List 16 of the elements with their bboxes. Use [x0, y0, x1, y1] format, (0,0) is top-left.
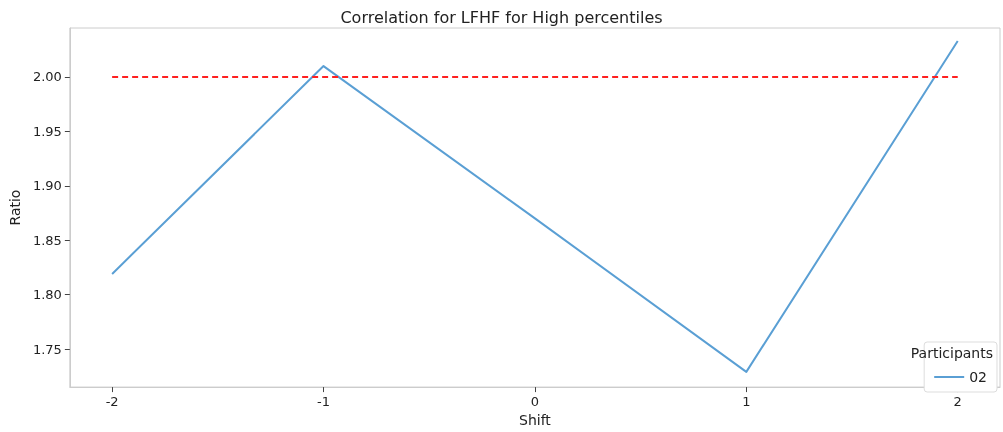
x-tick-label: -1 [317, 394, 331, 410]
y-axis-title: Ratio [7, 189, 23, 226]
y-tick-label: 1.85 [32, 232, 62, 248]
x-tick-label: 0 [530, 394, 540, 410]
legend-label: 02 [969, 369, 988, 385]
y-tick-label: 1.95 [32, 123, 62, 139]
y-tick-label: 2.00 [32, 69, 62, 85]
x-axis-title: Shift [519, 412, 552, 428]
legend-title: Participants [910, 345, 994, 361]
y-tick-label: 1.90 [32, 178, 62, 194]
y-tick-label: 1.80 [32, 287, 62, 303]
chart-title: Correlation for LFHF for High percentiles [340, 7, 663, 27]
x-tick-label: 1 [742, 394, 751, 410]
y-tick-label: 1.75 [32, 341, 62, 357]
x-tick-label: -2 [105, 394, 119, 410]
x-tick-label: 2 [953, 394, 962, 410]
